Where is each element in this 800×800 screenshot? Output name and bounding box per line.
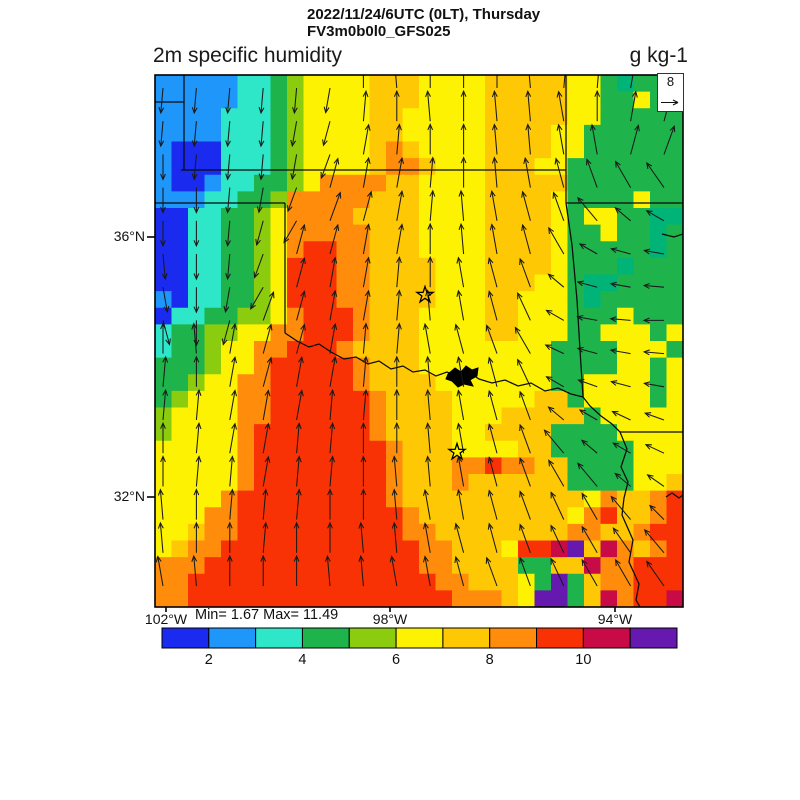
wind-arrows bbox=[155, 75, 676, 587]
colorbar-segment bbox=[161, 627, 210, 649]
reference-vector-box: 8 bbox=[657, 73, 684, 112]
colorbar-segment bbox=[489, 627, 538, 649]
field-title: 2m specific humidity bbox=[153, 44, 343, 67]
reference-vector-value: 8 bbox=[666, 74, 675, 89]
colorbar-tick-2: 2 bbox=[204, 652, 213, 668]
lat-label-32n: 32°N bbox=[113, 488, 145, 504]
city-star-marker bbox=[414, 284, 436, 304]
reference-arrow-icon bbox=[661, 99, 679, 106]
map-field bbox=[155, 75, 683, 607]
lat-label-36n: 36°N bbox=[113, 228, 145, 244]
colorbar-segment bbox=[629, 627, 678, 649]
colorbar-tick-10: 10 bbox=[575, 652, 592, 668]
state-boundaries bbox=[155, 75, 683, 607]
plot-title-model: FV3m0b0l0_GFS025 bbox=[307, 23, 451, 40]
colorbar-segment bbox=[301, 627, 350, 649]
plot-title-datetime: 2022/11/24/6UTC (0LT), Thursday bbox=[307, 6, 541, 23]
colorbar-tick-8: 8 bbox=[485, 652, 494, 668]
minmax-label: Min= 1.67 Max= 11.49 bbox=[195, 607, 339, 623]
colorbar-tick-6: 6 bbox=[392, 652, 401, 668]
colorbar-segment bbox=[395, 627, 444, 649]
colorbar bbox=[161, 627, 678, 649]
city-star-marker bbox=[446, 441, 468, 461]
map-frame bbox=[154, 74, 684, 608]
axis-ticks bbox=[147, 236, 616, 612]
colorbar-segment bbox=[582, 627, 631, 649]
colorbar-segment bbox=[536, 627, 584, 649]
colorbar-segment bbox=[442, 627, 491, 649]
humidity-fill-cells bbox=[155, 75, 683, 607]
lon-label-98w: 98°W bbox=[372, 611, 408, 627]
colorbar-segment bbox=[208, 627, 257, 649]
colorbar-tick-4: 4 bbox=[298, 652, 307, 668]
lon-label-94w: 94°W bbox=[597, 611, 633, 627]
colorbar-segment bbox=[348, 627, 397, 649]
units-label: g kg-1 bbox=[629, 44, 688, 67]
colorbar-segment bbox=[255, 627, 303, 649]
lon-label-102w: 102°W bbox=[144, 611, 188, 627]
